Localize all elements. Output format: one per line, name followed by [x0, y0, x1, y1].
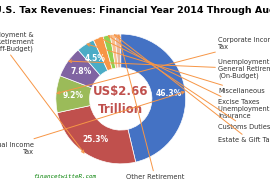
Wedge shape: [121, 34, 186, 162]
Text: 25.3%: 25.3%: [82, 135, 108, 144]
Text: U.S. Tax Revenues: Financial Year 2014 Through Aug: U.S. Tax Revenues: Financial Year 2014 T…: [0, 6, 270, 15]
Wedge shape: [115, 34, 121, 68]
Text: 7.8%: 7.8%: [71, 67, 92, 76]
Text: 4.5%: 4.5%: [84, 54, 105, 63]
Wedge shape: [110, 34, 118, 68]
Text: Other Retirement: Other Retirement: [118, 35, 184, 179]
Wedge shape: [56, 76, 92, 113]
Wedge shape: [78, 40, 108, 76]
Wedge shape: [57, 105, 136, 164]
Wedge shape: [93, 36, 112, 71]
Text: US$2.66: US$2.66: [93, 85, 148, 98]
Text: Excise Taxes
Unemployment &
Insurance: Excise Taxes Unemployment & Insurance: [100, 38, 270, 119]
Text: Estate & Gift Taxes: Estate & Gift Taxes: [114, 35, 270, 143]
Text: Miscellaneous: Miscellaneous: [87, 44, 265, 94]
Wedge shape: [103, 35, 116, 69]
Text: Unemployment &
General Retirement
(On-Budget): Unemployment & General Retirement (On-Bu…: [69, 59, 270, 79]
Text: Corporate Income
Tax: Corporate Income Tax: [57, 37, 270, 94]
Text: Individual Income
Tax: Individual Income Tax: [0, 92, 184, 155]
Text: Unemployment &
General Retirement
(Off-Budget): Unemployment & General Retirement (Off-B…: [0, 32, 84, 153]
Text: Customs Duties: Customs Duties: [108, 36, 270, 130]
Text: financetwitteR.com: financetwitteR.com: [34, 174, 97, 179]
Text: 9.2%: 9.2%: [62, 91, 83, 100]
Wedge shape: [60, 50, 100, 88]
Text: 46.3%: 46.3%: [155, 89, 182, 98]
Text: Trillion: Trillion: [98, 103, 143, 116]
